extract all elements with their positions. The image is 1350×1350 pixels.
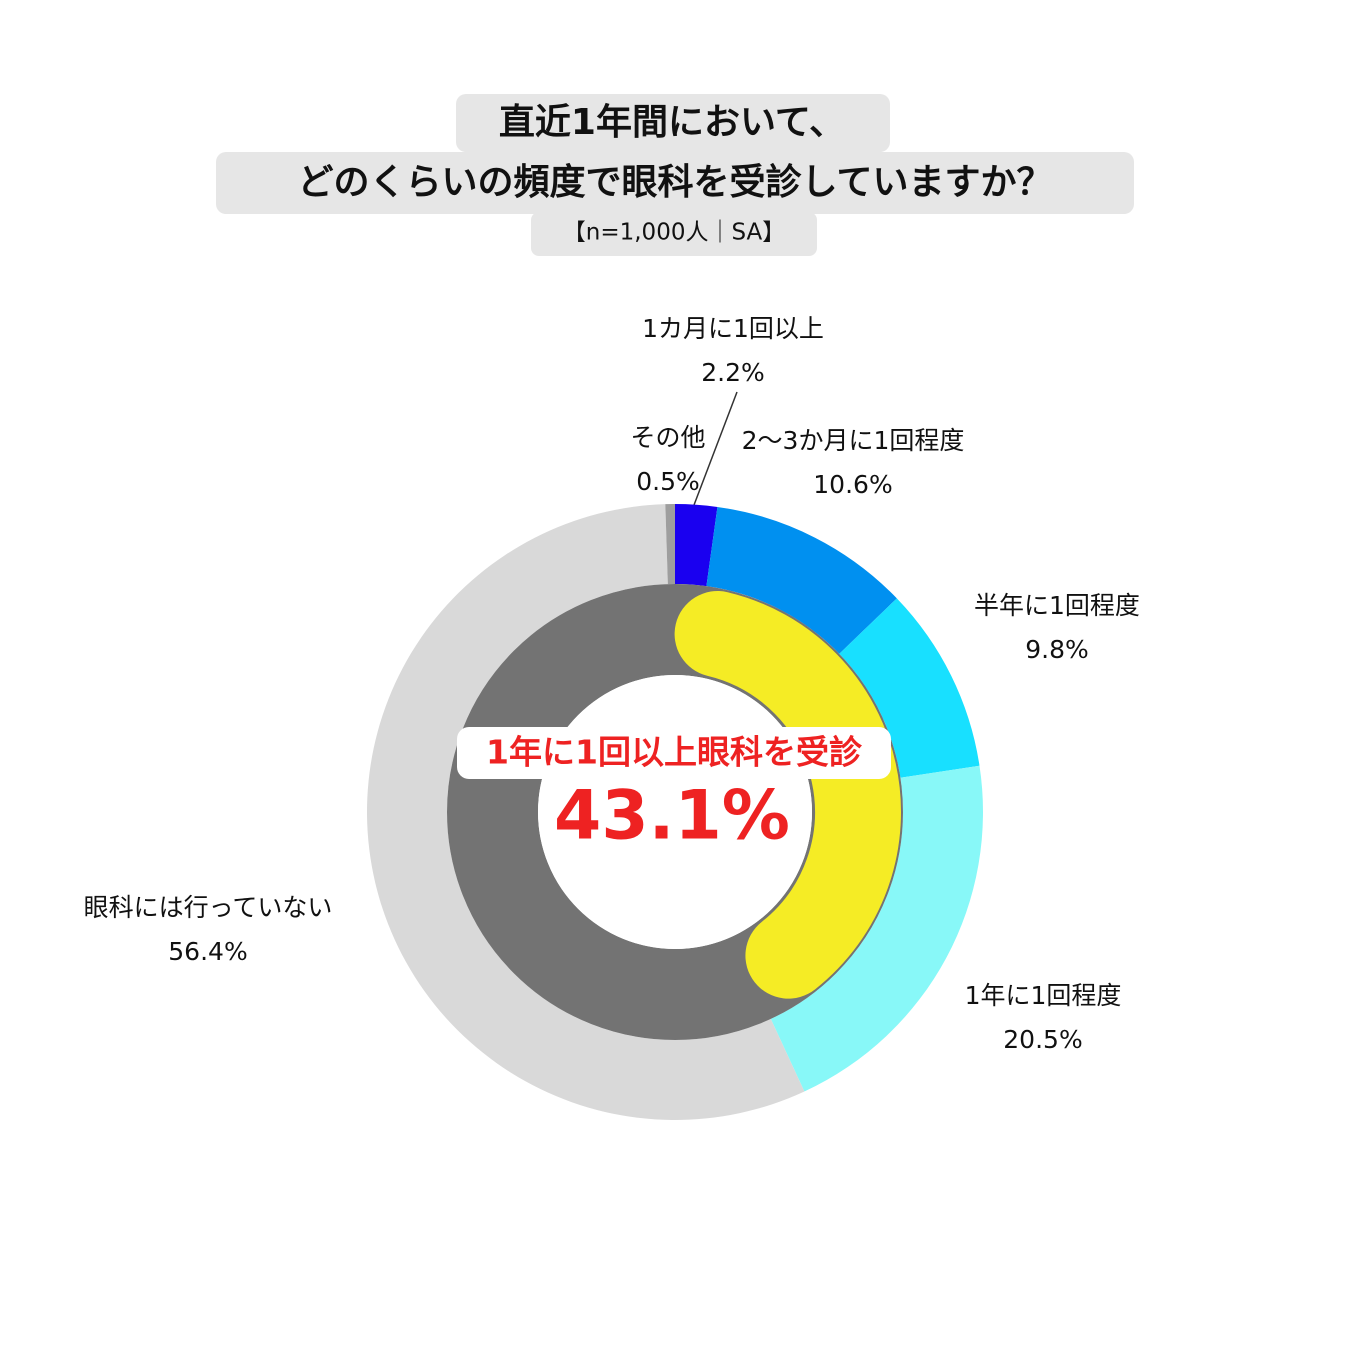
- donut-segment: [706, 506, 897, 654]
- highlight-label-box: [457, 727, 891, 779]
- donut-segment: [665, 504, 675, 585]
- donut-segment: [675, 504, 718, 587]
- category-label: その他: [630, 423, 705, 452]
- title-box: [216, 152, 1134, 214]
- value-label: 2.2%: [701, 358, 765, 387]
- value-label: 9.8%: [1025, 635, 1089, 664]
- value-label: 10.6%: [813, 470, 892, 499]
- highlight-value: 43.1%: [554, 777, 790, 856]
- subtitle: 【n=1,000人｜SA】: [563, 220, 785, 246]
- title-box: [456, 94, 890, 152]
- donut-segment: [367, 504, 805, 1120]
- highlight-label: 1年に1回以上眼科を受診: [486, 733, 863, 772]
- title: 直近1年間において、: [499, 102, 845, 143]
- value-label: 56.4%: [168, 937, 247, 966]
- value-label: 20.5%: [1003, 1025, 1082, 1054]
- title: どのくらいの頻度で眼科を受診していますか？: [298, 162, 1053, 203]
- value-label: 0.5%: [636, 467, 700, 496]
- category-label: 1年に1回程度: [965, 981, 1122, 1010]
- leader-line: [693, 391, 738, 506]
- category-label: 眼科には行っていない: [84, 893, 333, 922]
- category-label: 2～3か月に1回程度: [742, 426, 965, 455]
- category-label: 1カ月に1回以上: [642, 314, 824, 343]
- category-label: 半年に1回程度: [974, 591, 1140, 620]
- donut-segment: [839, 598, 980, 778]
- donut-segment: [770, 765, 984, 1092]
- subtitle-box: [531, 212, 817, 256]
